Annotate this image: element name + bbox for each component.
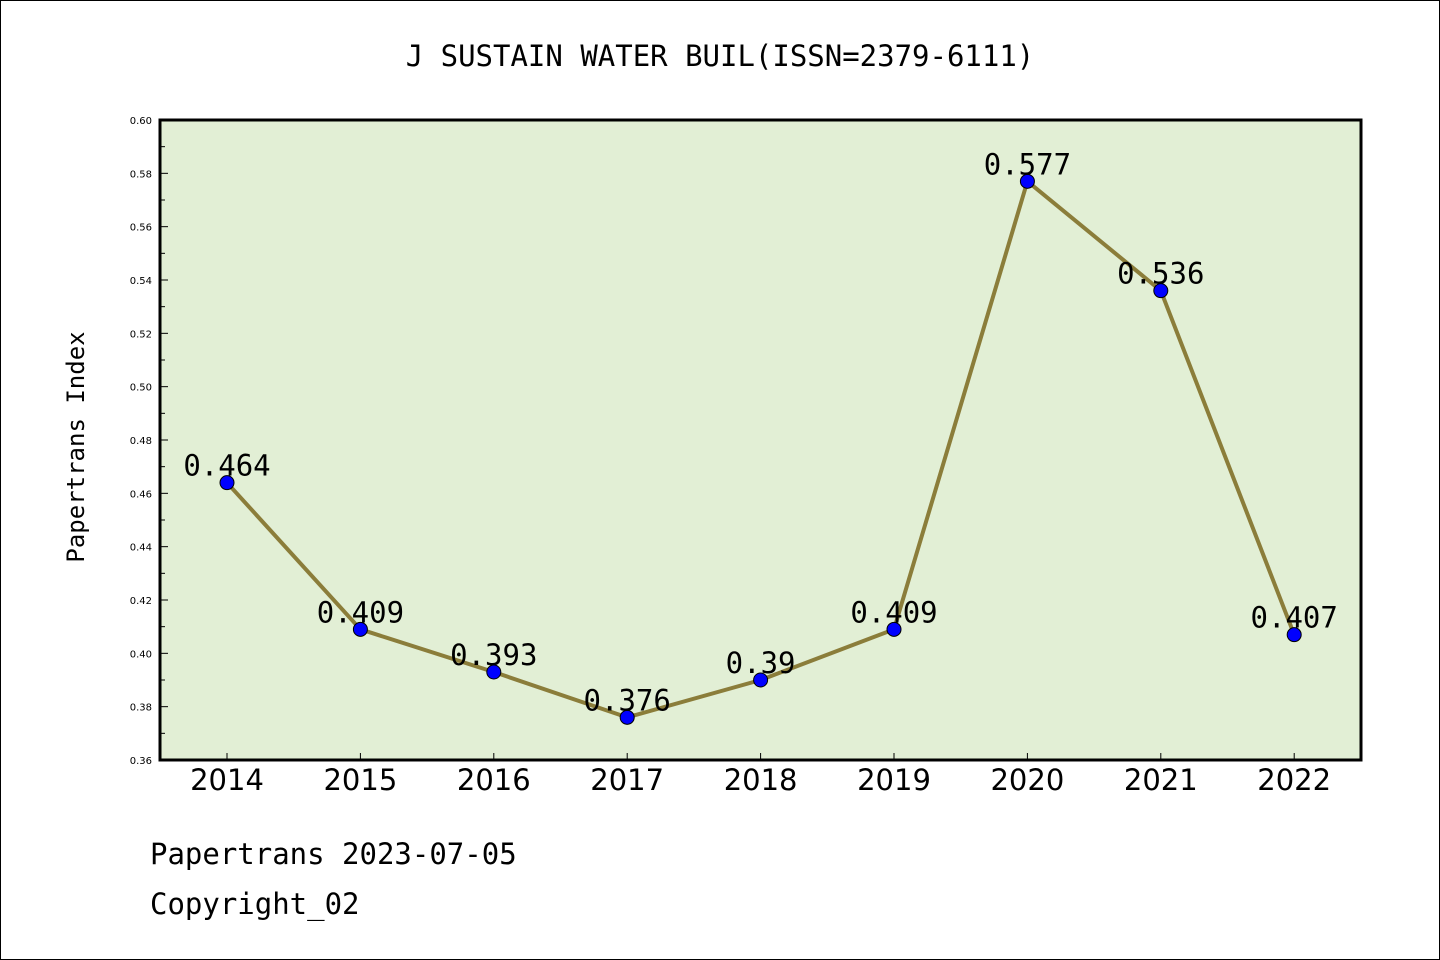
y-tick-label: 0.42 [130, 596, 152, 607]
data-label-2018: 0.39 [726, 646, 796, 680]
y-tick-label: 0.38 [130, 703, 152, 714]
data-label-2015: 0.409 [317, 595, 404, 629]
data-point-2015 [352, 621, 368, 637]
y-tick-label: 0.60 [130, 116, 152, 127]
y-tick-label: 0.48 [130, 436, 152, 447]
plot-area [160, 120, 1361, 760]
y-tick-label: 0.52 [130, 329, 152, 340]
y-tick-label: 0.46 [130, 489, 152, 500]
x-tick-label: 2021 [1124, 763, 1198, 797]
data-point-2017 [619, 709, 635, 725]
x-tick-label: 2022 [1257, 763, 1331, 797]
data-label-2016: 0.393 [450, 638, 537, 672]
data-label-2021: 0.536 [1117, 257, 1204, 291]
data-label-2017: 0.376 [584, 683, 671, 717]
x-tick-label: 2017 [590, 763, 664, 797]
x-tick-label: 2020 [990, 763, 1064, 797]
y-tick-label: 0.50 [130, 383, 152, 394]
x-tick-label: 2016 [457, 763, 531, 797]
data-label-2014: 0.464 [183, 449, 270, 483]
data-point-2014 [219, 475, 235, 491]
y-tick-label: 0.44 [130, 543, 152, 554]
source-footer: Papertrans 2023-07-05 [150, 837, 517, 871]
copyright-footer: Copyright_02 [150, 887, 360, 922]
data-label-2019: 0.409 [850, 595, 937, 629]
data-point-2020 [1019, 173, 1035, 189]
data-point-2018 [753, 672, 769, 688]
y-tick-label: 0.40 [130, 649, 152, 660]
x-tick-label: 2018 [724, 763, 798, 797]
y-axis-label: Papertrans Index [62, 331, 90, 562]
data-point-2019 [886, 621, 902, 637]
x-tick-label: 2015 [323, 763, 397, 797]
data-point-2016 [486, 664, 502, 680]
y-tick-label: 0.56 [130, 223, 152, 234]
y-tick-label: 0.54 [130, 276, 152, 287]
plot-border [158, 118, 1363, 762]
data-point-2022 [1286, 627, 1302, 643]
x-tick-label: 2019 [857, 763, 931, 797]
chart-title: J SUSTAIN WATER BUIL(ISSN=2379-6111) [406, 39, 1035, 73]
data-label-2022: 0.407 [1251, 601, 1338, 635]
series-papertrans-index: 0.464 0.409 0.393 0.376 0.39 0.409 0.577 0.536 0… [183, 147, 1338, 725]
x-tick-label: 2014 [190, 763, 264, 797]
x-axis: 2014 2015 2016 2017 2018 2019 2020 2021 2022 [190, 753, 1331, 797]
y-tick-label: 0.58 [130, 169, 152, 180]
data-label-2020: 0.577 [984, 147, 1071, 181]
y-tick-label: 0.36 [130, 756, 152, 767]
data-point-2021 [1153, 283, 1169, 299]
